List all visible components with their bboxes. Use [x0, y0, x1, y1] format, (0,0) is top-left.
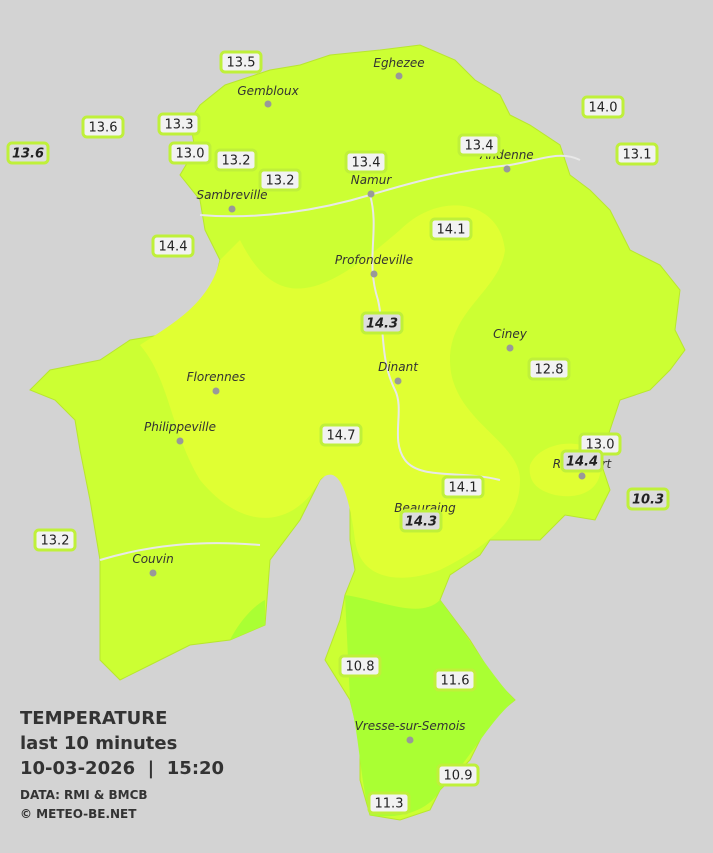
town-label: Namur — [351, 173, 393, 187]
reading-box — [457, 133, 501, 157]
town-label: Dinant — [378, 360, 419, 374]
warm-zone — [140, 205, 520, 578]
reading-label: 13.6 — [89, 121, 118, 136]
reading-label: 13.3 — [165, 118, 194, 133]
town-dot — [228, 205, 236, 213]
town-dot — [578, 472, 586, 480]
legend-heading: TEMPERATURE — [20, 708, 167, 729]
reading-box — [367, 791, 411, 815]
reading-box — [527, 357, 571, 381]
reading-label: 13.2 — [266, 174, 295, 189]
town-dot — [176, 437, 184, 445]
reading-box — [157, 112, 201, 136]
reading-box — [360, 311, 404, 335]
reading-label: 10.8 — [346, 660, 375, 675]
reading-label: 11.6 — [441, 674, 470, 689]
reading-label: 14.3 — [405, 515, 437, 530]
reading-box — [626, 487, 670, 511]
reading-box — [436, 763, 480, 787]
reading-box — [338, 654, 382, 678]
reading-label: 11.3 — [375, 797, 404, 812]
town-label: Ciney — [493, 327, 528, 341]
legend-period: last 10 minutes — [20, 733, 177, 754]
town-label: Gembloux — [237, 84, 299, 98]
reading-label: 13.2 — [222, 154, 251, 169]
town-dot — [406, 736, 414, 744]
reading-box — [344, 150, 388, 174]
reading-box — [319, 423, 363, 447]
reading-label: 14.0 — [589, 101, 618, 116]
reading-box — [399, 509, 443, 533]
town-label: Profondeville — [335, 253, 413, 267]
reading-label: 14.3 — [366, 317, 398, 332]
reading-label: 14.4 — [159, 240, 188, 255]
town-label: Vresse-sur-Semois — [355, 719, 466, 733]
reading-label: 10.3 — [632, 493, 664, 508]
reading-box — [214, 148, 258, 172]
reading-label: 12.8 — [535, 363, 564, 378]
reading-box — [81, 115, 125, 139]
reading-box — [433, 668, 477, 692]
legend-credit: © METEO-BE.NET — [20, 807, 137, 821]
reading-box — [429, 217, 473, 241]
reading-box — [258, 168, 302, 192]
reading-label: 14.4 — [566, 455, 598, 470]
reading-box — [219, 50, 263, 74]
town-dot — [395, 72, 403, 80]
reading-label: 13.0 — [176, 147, 205, 162]
town-label: Couvin — [132, 552, 173, 566]
reading-box — [33, 528, 77, 552]
reading-label: 13.5 — [227, 56, 256, 71]
reading-label: 13.0 — [586, 438, 615, 453]
reading-box — [560, 449, 604, 473]
reading-label: 13.1 — [623, 148, 652, 163]
town-dot — [367, 190, 375, 198]
river — [99, 154, 581, 561]
town-dot — [503, 165, 511, 173]
reading-label: 10.9 — [444, 769, 473, 784]
reading-box — [6, 141, 50, 165]
green-zone — [345, 595, 515, 817]
town-dot — [149, 569, 157, 577]
green-zone — [230, 600, 265, 640]
reading-box — [151, 234, 195, 258]
reading-box — [441, 475, 485, 499]
reading-label: 14.7 — [327, 429, 356, 444]
reading-label: 13.4 — [352, 156, 381, 171]
reading-box — [615, 142, 659, 166]
town-dot — [370, 270, 378, 278]
reading-box — [581, 95, 625, 119]
reading-label: 14.1 — [449, 481, 478, 496]
town-dot — [212, 387, 220, 395]
town-label: Eghezee — [373, 56, 424, 70]
reading-box — [168, 141, 212, 165]
legend-source: DATA: RMI & BMCB — [20, 788, 148, 802]
town-dot — [506, 344, 514, 352]
reading-label: 14.1 — [437, 223, 466, 238]
reading-label: 13.6 — [12, 147, 44, 162]
reading-label: 13.2 — [41, 534, 70, 549]
town-dot — [394, 377, 402, 385]
legend-datetime: 10-03-2026 | 15:20 — [20, 758, 224, 779]
town-label: Florennes — [187, 370, 246, 384]
town-label: Philippeville — [144, 420, 216, 434]
reading-label: 13.4 — [465, 139, 494, 154]
town-dot — [264, 100, 272, 108]
town-label: Sambreville — [196, 188, 267, 202]
